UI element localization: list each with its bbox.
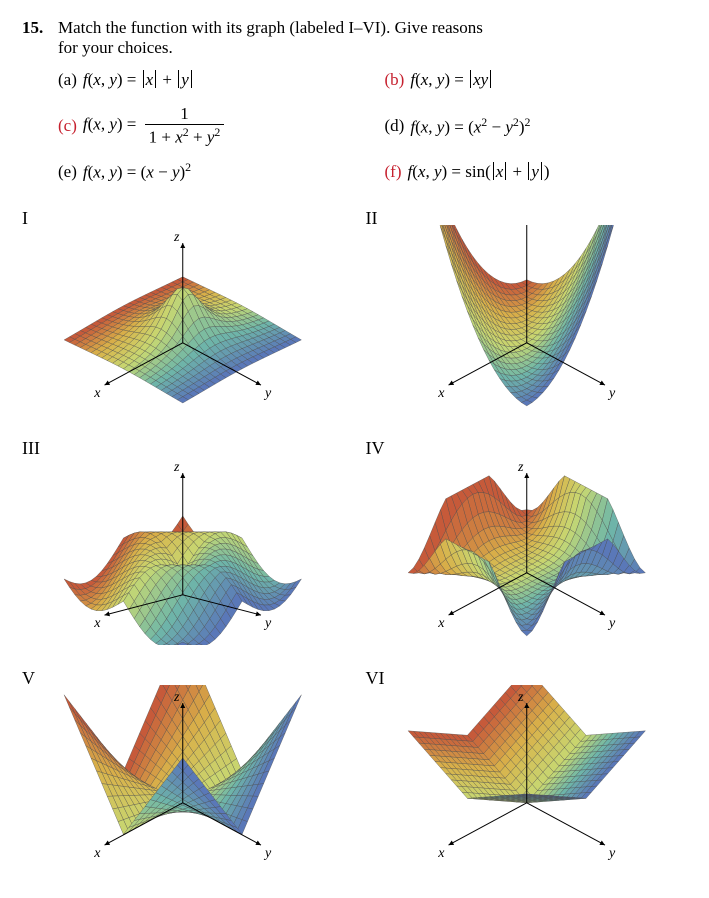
svg-text:x: x	[93, 846, 101, 861]
eq-b-label: (b)	[385, 70, 405, 90]
problem-line2: for your choices.	[58, 38, 173, 57]
svg-text:y: y	[606, 386, 615, 401]
svg-text:z: z	[517, 690, 524, 705]
equations-grid: (a) f(x, y) = x + y (b) f(x, y) = xy (c)	[58, 62, 687, 190]
svg-text:z: z	[173, 230, 180, 245]
svg-text:x: x	[437, 616, 445, 631]
surf-VI: z x y	[366, 685, 688, 875]
eq-a-label: (a)	[58, 70, 77, 90]
problem-line1: Match the function with its graph (label…	[58, 18, 483, 37]
panel-III: IIIzxy	[22, 438, 344, 650]
svg-text:y: y	[263, 386, 272, 401]
svg-text:z: z	[173, 460, 180, 475]
surf-I: z x y	[22, 225, 344, 415]
eq-e-expr: f(x, y) = (x − y)2	[83, 160, 191, 183]
panel-I: Izxy	[22, 208, 344, 420]
eq-f: (f) f(x, y) = sin(x + y)	[385, 154, 688, 190]
eq-e: (e) f(x, y) = (x − y)2	[58, 154, 361, 190]
svg-text:x: x	[93, 616, 101, 631]
panel-VI: VIzxy	[366, 668, 688, 880]
svg-text:z: z	[517, 460, 524, 475]
svg-text:x: x	[437, 386, 445, 401]
eq-b: (b) f(x, y) = xy	[385, 62, 688, 98]
svg-text:z: z	[173, 690, 180, 705]
surf-III: z x y	[22, 455, 344, 645]
svg-text:x: x	[437, 846, 445, 861]
eq-d-expr: f(x, y) = (x2 − y2)2	[410, 115, 530, 138]
eq-a-expr: f(x, y) = x + y	[83, 70, 194, 90]
eq-b-expr: f(x, y) = xy	[410, 70, 493, 90]
panel-IV: IVzxy	[366, 438, 688, 650]
eq-f-label: (f)	[385, 162, 402, 182]
svg-text:y: y	[606, 846, 615, 861]
svg-text:y: y	[606, 616, 615, 631]
panel-V: Vzxy	[22, 668, 344, 880]
svg-text:y: y	[263, 846, 272, 861]
eq-e-label: (e)	[58, 162, 77, 182]
graphs-grid: Izxy IIzxy IIIzxy IVzxy Vzxy VIzxy	[22, 208, 687, 880]
problem-body: Match the function with its graph (label…	[58, 18, 687, 190]
eq-f-expr: f(x, y) = sin(x + y)	[407, 162, 549, 182]
eq-a: (a) f(x, y) = x + y	[58, 62, 361, 98]
eq-d: (d) f(x, y) = (x2 − y2)2	[385, 104, 688, 148]
eq-c: (c) f(x, y) = 1 1 + x2 + y2	[58, 104, 361, 148]
panel-II: IIzxy	[366, 208, 688, 420]
surf-V: z x y	[22, 685, 344, 875]
eq-c-expr: f(x, y) = 1 1 + x2 + y2	[83, 104, 228, 148]
surf-II: zxy	[366, 225, 688, 415]
svg-text:x: x	[93, 386, 101, 401]
problem: 15. Match the function with its graph (l…	[22, 18, 687, 190]
eq-d-label: (d)	[385, 116, 405, 136]
problem-number: 15.	[22, 18, 50, 190]
svg-text:y: y	[263, 616, 272, 631]
surf-IV: z x y	[366, 455, 688, 645]
eq-c-label: (c)	[58, 116, 77, 136]
